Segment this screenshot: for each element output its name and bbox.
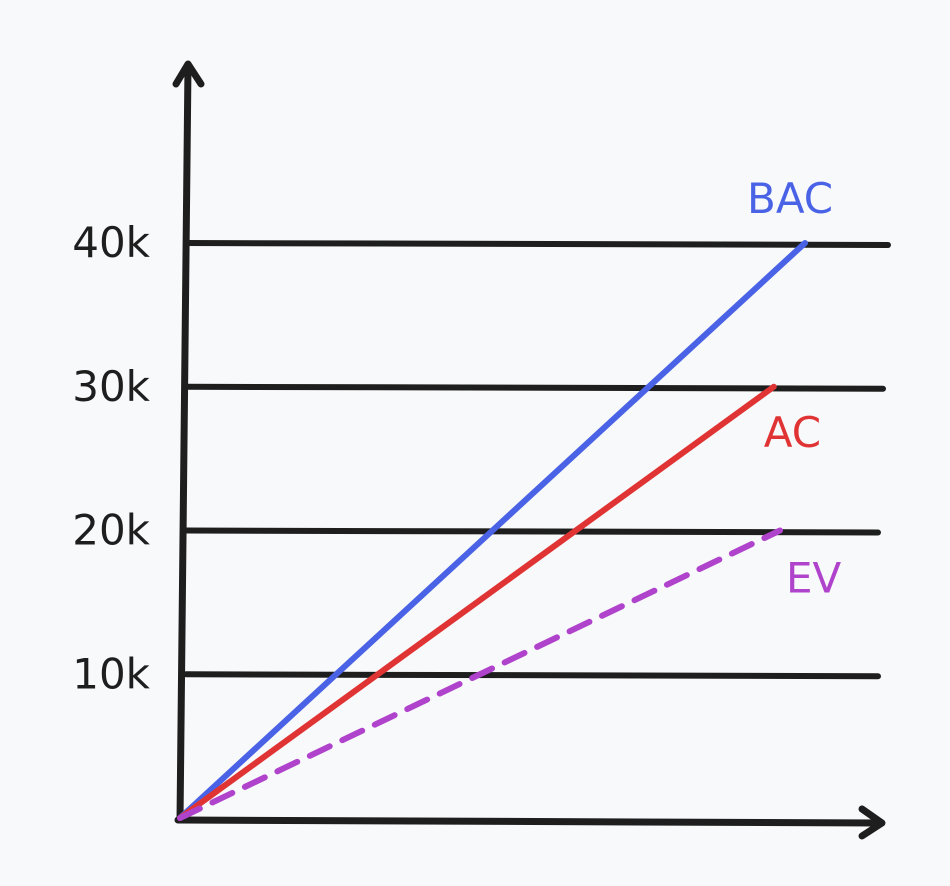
y-tick-label: 10k (72, 649, 150, 698)
series-labels: BAC AC EV (747, 174, 842, 603)
gridline-40k (183, 240, 891, 248)
series-line-ac (177, 383, 777, 821)
series-label-bac: BAC (747, 174, 833, 223)
gridline-30k (183, 383, 886, 392)
y-tick-label: 20k (72, 506, 150, 555)
series-label-ac: AC (764, 408, 821, 457)
gridline-10k (183, 671, 881, 680)
series-lines (177, 240, 808, 821)
y-tick-labels: 10k 20k 30k 40k (72, 218, 150, 698)
series-line-ev (177, 527, 783, 821)
y-axis-arrow (172, 60, 205, 88)
x-axis-arrow (858, 805, 886, 840)
y-tick-label: 40k (72, 218, 150, 267)
axes (172, 60, 886, 840)
series-line-bac (177, 240, 808, 821)
x-axis (174, 816, 884, 827)
gridlines (183, 240, 891, 680)
y-axis (176, 62, 192, 824)
series-label-ev: EV (786, 554, 842, 603)
gridline-20k (183, 527, 881, 536)
y-tick-label: 30k (72, 362, 150, 411)
